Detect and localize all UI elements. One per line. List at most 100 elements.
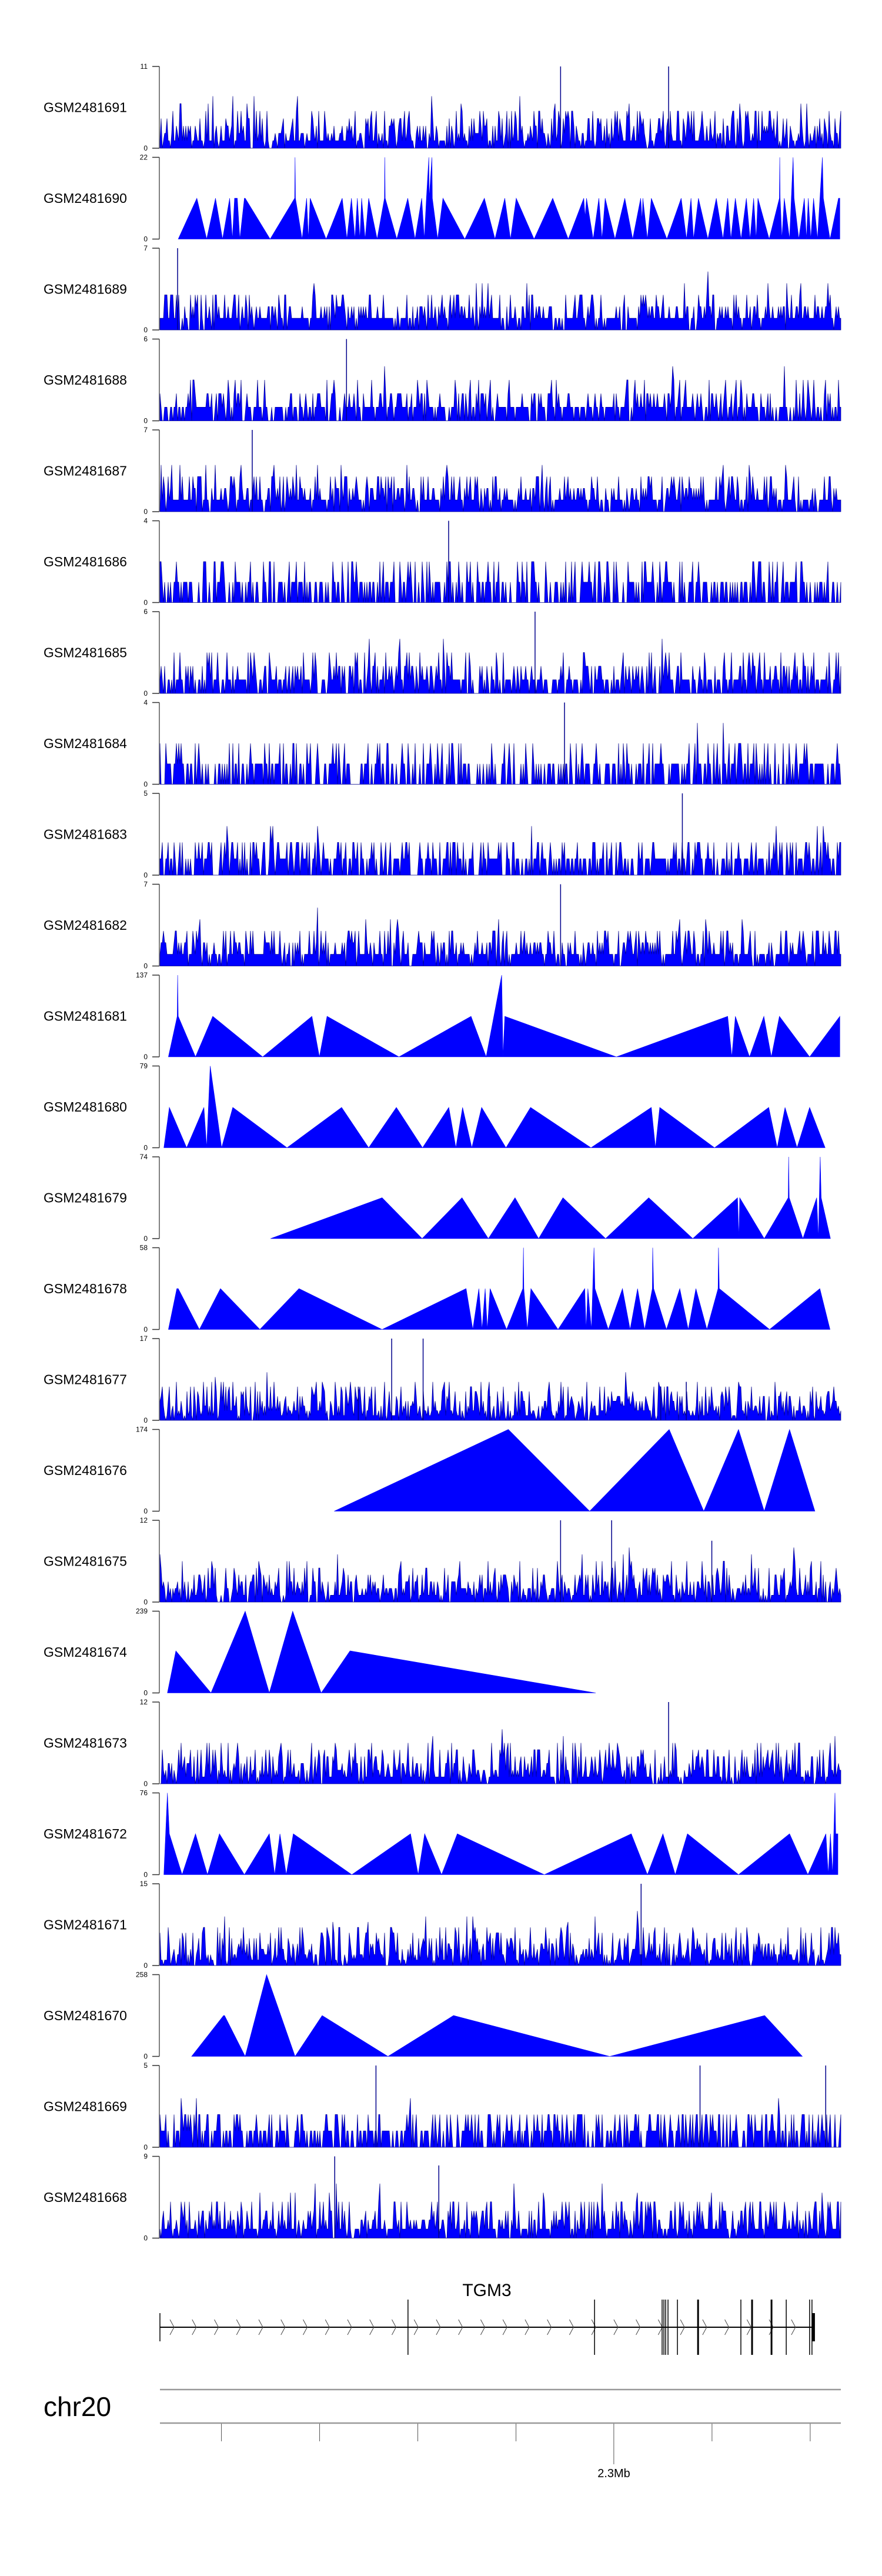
track-GSM2481686: GSM2481686 4 0 <box>44 517 841 607</box>
signal-area <box>167 1610 596 1694</box>
track-label: GSM2481674 <box>44 1644 127 1660</box>
strand-arrow-icon <box>258 2319 263 2335</box>
track-GSM2481670: GSM2481670 258 0 <box>44 1971 803 2061</box>
track-GSM2481690: GSM2481690 22 0 <box>44 154 840 243</box>
track-GSM2481678: GSM2481678 58 0 <box>44 1244 830 1334</box>
y-tick-label-min: 0 <box>143 1144 148 1152</box>
y-tick-label-min: 0 <box>143 235 148 243</box>
y-tick-label-min: 0 <box>143 2234 148 2243</box>
y-tick-label-max: 58 <box>140 1244 148 1252</box>
track-label: GSM2481679 <box>44 1190 127 1206</box>
y-tick-label-max: 5 <box>143 2061 148 2070</box>
track-GSM2481682: GSM2481682 7 0 <box>44 880 841 970</box>
track-label: GSM2481684 <box>44 736 127 751</box>
signal-area <box>160 1729 841 1784</box>
y-tick-label-min: 0 <box>143 962 148 970</box>
track-GSM2481679: GSM2481679 74 0 <box>44 1153 831 1243</box>
strand-arrow-icon <box>547 2319 552 2335</box>
signal-area <box>159 561 841 603</box>
strand-arrow-icon <box>636 2319 641 2335</box>
strand-arrow-icon <box>214 2319 219 2335</box>
axis-tick-label: 2.3Mb <box>597 2467 630 2480</box>
signal-area <box>159 2098 841 2148</box>
y-tick-label-max: 5 <box>143 789 148 798</box>
strand-arrow-icon <box>569 2319 574 2335</box>
genome-axis: chr20 2.3Mb <box>44 2388 841 2480</box>
y-tick-label-min: 0 <box>143 326 148 334</box>
strand-arrow-icon <box>480 2319 486 2335</box>
signal-area <box>191 1974 803 2057</box>
y-tick-label-min: 0 <box>143 599 148 607</box>
track-GSM2481685: GSM2481685 6 0 <box>44 608 841 698</box>
signal-area <box>159 1547 841 1603</box>
track-label: GSM2481676 <box>44 1463 127 1478</box>
signal-area <box>159 723 841 785</box>
track-label: GSM2481669 <box>44 2099 127 2114</box>
exon-utr <box>811 2313 815 2341</box>
y-tick-label-max: 6 <box>143 335 148 343</box>
track-GSM2481680: GSM2481680 79 0 <box>44 1062 826 1152</box>
signal-area <box>159 366 841 421</box>
track-label: GSM2481681 <box>44 1009 127 1024</box>
track-label: GSM2481668 <box>44 2190 127 2205</box>
signal-area <box>159 96 841 149</box>
track-label: GSM2481678 <box>44 1281 127 1296</box>
strand-arrow-icon <box>325 2319 330 2335</box>
y-tick-label-min: 0 <box>143 1326 148 1334</box>
strand-arrow-icon <box>524 2319 530 2335</box>
y-tick-label-max: 12 <box>140 1516 148 1524</box>
strand-arrow-icon <box>502 2319 507 2335</box>
y-tick-label-min: 0 <box>143 1416 148 1424</box>
y-tick-label-max: 174 <box>136 1426 148 1434</box>
y-tick-label-max: 239 <box>136 1607 148 1616</box>
track-GSM2481676: GSM2481676 174 0 <box>44 1426 816 1516</box>
track-label: GSM2481686 <box>44 554 127 569</box>
y-tick-label-max: 258 <box>136 1971 148 1979</box>
strand-arrow-icon <box>680 2319 685 2335</box>
y-tick-label-max: 22 <box>140 154 148 162</box>
strand-arrow-icon <box>413 2319 419 2335</box>
track-GSM2481688: GSM2481688 6 0 <box>44 335 841 425</box>
y-tick-label-min: 0 <box>143 1689 148 1697</box>
strand-arrow-icon <box>458 2319 463 2335</box>
track-GSM2481689: GSM2481689 7 0 <box>44 244 841 334</box>
track-GSM2481684: GSM2481684 4 0 <box>44 699 841 789</box>
y-tick-label-max: 76 <box>140 1789 148 1797</box>
y-tick-label-max: 137 <box>136 971 148 979</box>
track-label: GSM2481671 <box>44 1917 127 1933</box>
track-GSM2481677: GSM2481677 17 0 <box>44 1334 841 1424</box>
strand-arrow-icon <box>769 2319 774 2335</box>
y-tick-label-min: 0 <box>143 1507 148 1516</box>
track-label: GSM2481670 <box>44 2008 127 2023</box>
gene-track: TGM3 <box>159 2281 815 2355</box>
track-GSM2481672: GSM2481672 76 0 <box>44 1789 838 1879</box>
y-tick-label-max: 9 <box>143 2153 148 2161</box>
track-GSM2481674: GSM2481674 239 0 <box>44 1607 596 1697</box>
track-label: GSM2481689 <box>44 282 127 297</box>
strand-arrow-icon <box>724 2319 730 2335</box>
strand-arrow-icon <box>392 2319 397 2335</box>
y-tick-label-max: 6 <box>143 608 148 616</box>
signal-area <box>163 1793 838 1876</box>
strand-arrow-icon <box>236 2319 241 2335</box>
signal-area <box>163 1066 826 1149</box>
track-label: GSM2481672 <box>44 1826 127 1841</box>
signal-area <box>159 465 841 512</box>
strand-arrow-icon <box>702 2319 707 2335</box>
signal-area <box>178 157 840 240</box>
track-GSM2481673: GSM2481673 12 0 <box>44 1698 841 1788</box>
data-tracks: GSM2481691110GSM2481690220GSM248168970GS… <box>44 62 841 2243</box>
strand-arrow-icon <box>436 2319 441 2335</box>
track-label: GSM2481680 <box>44 1099 127 1115</box>
signal-area <box>159 2183 841 2238</box>
signal-area <box>159 271 841 331</box>
strand-arrow-icon <box>746 2319 751 2335</box>
y-tick-label-min: 0 <box>143 871 148 879</box>
track-label: GSM2481688 <box>44 372 127 388</box>
y-tick-label-min: 0 <box>143 780 148 789</box>
y-tick-label-max: 7 <box>143 880 148 889</box>
y-tick-label-max: 12 <box>140 1698 148 1706</box>
track-label: GSM2481687 <box>44 463 127 479</box>
track-label: GSM2481690 <box>44 191 127 206</box>
y-tick-label-max: 11 <box>141 62 148 71</box>
